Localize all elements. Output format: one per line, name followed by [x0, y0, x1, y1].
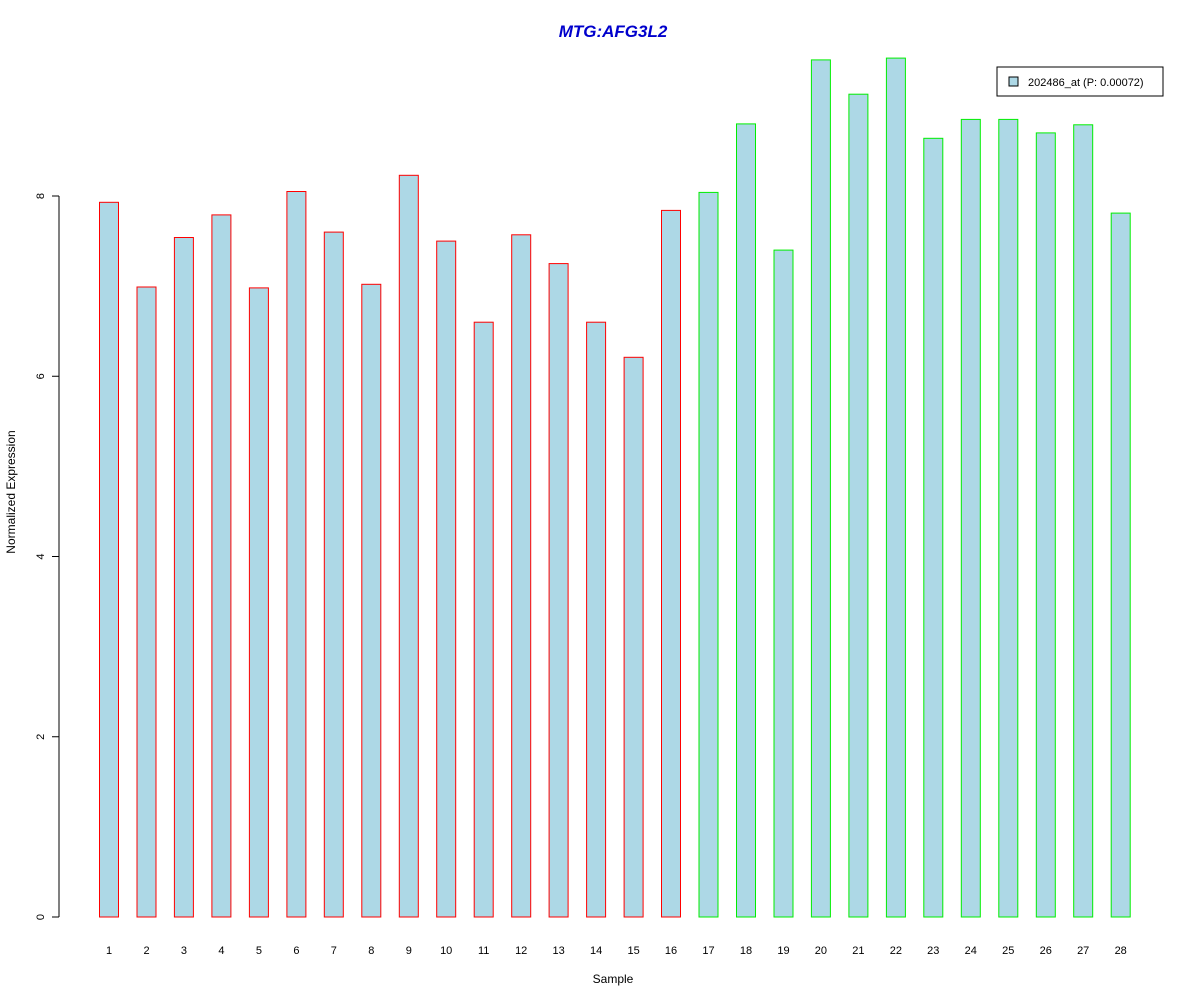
bar-sample-13 — [548, 263, 569, 918]
legend: 202486_at (P: 0.00072) — [996, 66, 1164, 97]
y-tick-label: 8 — [35, 193, 47, 199]
x-tick-label: 22 — [890, 945, 902, 957]
legend-box — [996, 66, 1164, 97]
bar-sample-9 — [398, 174, 419, 918]
x-tick-label: 1 — [106, 945, 112, 957]
bar-sample-22 — [885, 57, 906, 918]
x-tick-label: 21 — [852, 945, 864, 957]
x-tick-label: 15 — [627, 945, 639, 957]
x-tick-label: 19 — [777, 945, 789, 957]
bar-sample-6 — [286, 191, 307, 918]
bar-sample-3 — [173, 237, 194, 918]
y-tick-label: 4 — [35, 553, 47, 559]
chart-title: MTG:AFG3L2 — [559, 22, 668, 41]
bar-sample-28 — [1110, 212, 1131, 918]
x-tick-label: 7 — [331, 945, 337, 957]
x-tick-label: 2 — [143, 945, 149, 957]
y-tick-label: 2 — [35, 734, 47, 740]
bar-sample-21 — [848, 93, 869, 918]
bar-sample-26 — [1035, 132, 1056, 918]
bar-sample-23 — [923, 137, 944, 918]
x-tick-label: 8 — [368, 945, 374, 957]
x-tick-label: 25 — [1002, 945, 1014, 957]
x-tick-label: 9 — [406, 945, 412, 957]
x-tick-label: 16 — [665, 945, 677, 957]
bars-group — [99, 57, 1131, 918]
bar-sample-17 — [698, 191, 719, 918]
y-axis: 0 2 4 6 8 — [35, 193, 60, 920]
x-tick-labels: 1 2 3 4 5 6 7 8 9 10 11 12 13 14 15 16 17 18 19 20 21 22 23 24 2… — [106, 945, 1127, 957]
y-tick-label: 0 — [35, 914, 47, 920]
bar-sample-2 — [136, 286, 157, 918]
bar-sample-11 — [473, 321, 494, 918]
x-tick-label: 4 — [218, 945, 224, 957]
x-tick-label: 12 — [515, 945, 527, 957]
x-tick-label: 20 — [815, 945, 827, 957]
x-tick-label: 10 — [440, 945, 452, 957]
x-tick-label: 3 — [181, 945, 187, 957]
x-tick-label: 14 — [590, 945, 602, 957]
x-axis-label: Sample — [593, 972, 634, 986]
bar-sample-19 — [773, 249, 794, 918]
x-tick-label: 13 — [552, 945, 564, 957]
bar-sample-4 — [211, 214, 232, 918]
bar-sample-7 — [323, 231, 344, 918]
x-tick-label: 17 — [702, 945, 714, 957]
x-tick-label: 27 — [1077, 945, 1089, 957]
bar-sample-5 — [248, 287, 269, 918]
bar-sample-12 — [511, 234, 532, 918]
x-tick-label: 5 — [256, 945, 262, 957]
y-tick-label: 6 — [35, 373, 47, 379]
bar-sample-27 — [1073, 124, 1094, 918]
bar-sample-1 — [99, 201, 119, 918]
bar-sample-20 — [810, 59, 831, 918]
x-tick-label: 26 — [1040, 945, 1052, 957]
bar-sample-10 — [436, 240, 457, 918]
x-tick-label: 11 — [478, 945, 489, 957]
x-tick-label: 6 — [293, 945, 299, 957]
x-tick-label: 28 — [1115, 945, 1127, 957]
legend-swatch — [1008, 76, 1019, 87]
bar-sample-16 — [661, 209, 681, 918]
x-tick-label: 23 — [927, 945, 939, 957]
bar-sample-15 — [623, 356, 644, 918]
bar-sample-14 — [586, 321, 607, 918]
bar-sample-8 — [361, 283, 382, 918]
legend-label: 202486_at (P: 0.00072) — [1028, 77, 1144, 89]
x-tick-label: 24 — [965, 945, 977, 957]
bar-sample-24 — [960, 118, 981, 918]
bar-sample-18 — [736, 123, 756, 918]
x-tick-label: 18 — [740, 945, 752, 957]
y-axis-label: Normalized Expression — [4, 430, 18, 553]
bar-sample-25 — [998, 118, 1019, 918]
